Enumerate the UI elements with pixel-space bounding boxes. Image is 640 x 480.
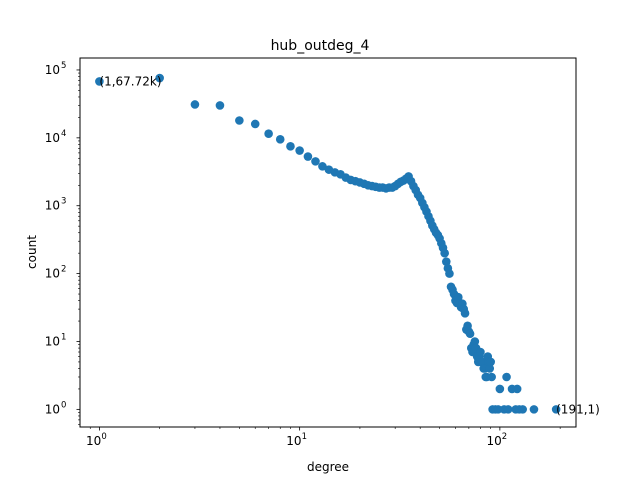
data-point	[495, 384, 505, 394]
y-axis-label: count	[25, 235, 39, 269]
data-point	[487, 372, 496, 382]
y-tick-label: 10	[45, 334, 60, 348]
data-point	[95, 77, 104, 86]
annotations: (1,67.72k) (191,1)	[99, 74, 599, 416]
point-annotation: (1,67.72k)	[99, 74, 161, 88]
x-tick-label: 102	[487, 432, 508, 448]
data-point	[215, 101, 225, 110]
y-tick-exponent: 2	[61, 265, 66, 275]
y-tick-label: 10	[45, 402, 60, 416]
data-point	[493, 405, 503, 414]
y-tick-exponent: 0	[61, 400, 66, 410]
data-point	[311, 157, 320, 166]
data-point	[478, 357, 487, 367]
data-point	[454, 292, 463, 302]
data-point	[264, 129, 273, 139]
x-axis-ticks: 100 101 102	[86, 427, 561, 448]
point-annotation: (191,1)	[556, 402, 600, 416]
data-point	[155, 73, 164, 83]
data-point	[470, 337, 480, 346]
data-point	[295, 146, 304, 155]
plot-frame	[79, 57, 577, 428]
data-point	[512, 384, 522, 394]
y-tick-label: 10	[45, 267, 60, 281]
data-point	[476, 347, 485, 357]
data-point	[441, 257, 451, 266]
data-point	[518, 405, 527, 414]
y-tick-exponent: 5	[61, 61, 66, 71]
data-point	[250, 119, 260, 129]
data-point	[551, 405, 561, 414]
data-point	[318, 162, 327, 171]
data-point	[445, 269, 454, 278]
x-axis-label: degree	[307, 460, 349, 474]
y-tick-exponent: 3	[61, 197, 66, 207]
data-points	[95, 73, 561, 414]
y-tick-exponent: 4	[61, 129, 66, 139]
data-point	[275, 135, 285, 144]
data-point	[503, 405, 513, 414]
chart-title: hub_outdeg_4	[271, 38, 370, 54]
data-point	[485, 364, 495, 373]
data-point	[529, 405, 539, 414]
y-tick-exponent: 1	[61, 332, 66, 342]
data-point	[502, 372, 511, 382]
data-point	[465, 329, 475, 339]
x-tick-label: 101	[286, 432, 307, 448]
data-point	[486, 357, 496, 367]
y-tick-label: 10	[45, 63, 60, 77]
data-point	[440, 248, 449, 258]
x-tick-label: 100	[86, 432, 107, 448]
y-tick-label: 10	[45, 131, 60, 145]
data-point	[235, 116, 244, 125]
data-point	[460, 309, 470, 318]
data-point	[286, 142, 295, 151]
data-point	[303, 152, 313, 161]
y-tick-label: 10	[45, 199, 60, 213]
data-point	[190, 100, 200, 109]
